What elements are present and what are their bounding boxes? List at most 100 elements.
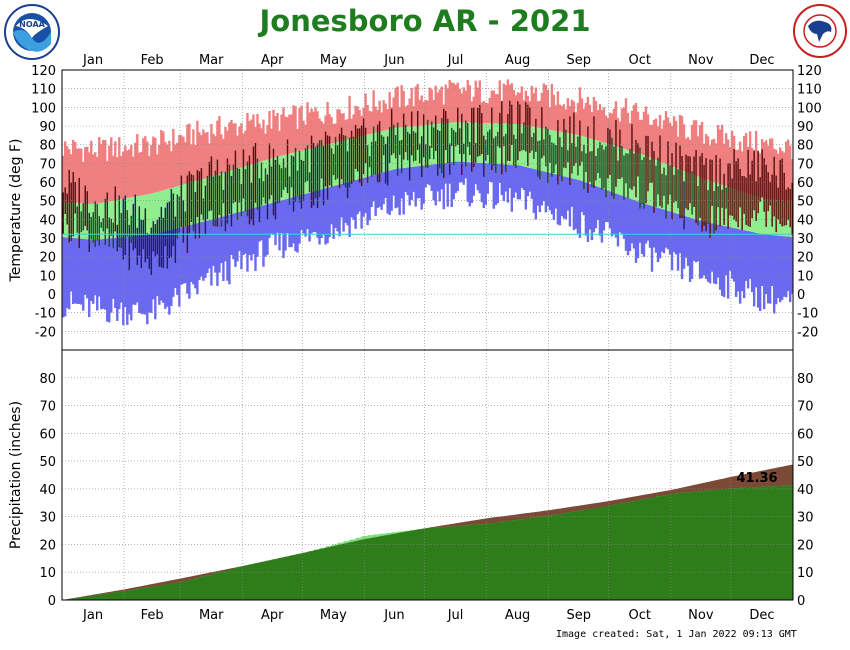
record-high-bar [224,126,227,173]
record-low-bar [268,203,271,238]
record-low-bar [344,182,347,223]
record-low-bar [574,179,578,229]
observed-range-bar [188,171,191,234]
record-high-bar [554,105,558,131]
record-low-bar [588,183,592,230]
observed-range-bar [521,133,523,151]
observed-range-bar [585,153,587,172]
observed-range-bar [531,137,533,151]
record-high-bar [652,119,656,160]
record-high-bar [418,99,421,126]
record-low-bar [692,218,696,261]
observed-range-bar [473,107,475,168]
record-high-bar [402,90,405,128]
record-high-bar [374,106,377,133]
noaa-logo-text: NOAA [19,20,45,29]
observed-range-bar [120,213,123,248]
observed-range-bar [459,128,461,154]
observed-range-bar [549,134,551,163]
normal-range-bar [288,153,291,199]
record-low-bar [346,182,349,226]
month-label-top: Jan [82,53,103,68]
record-high-bar [96,156,99,204]
month-label-bottom: Aug [505,608,530,623]
observed-range-bar [276,156,279,204]
record-low-bar [270,203,273,234]
record-high-bar [300,105,303,151]
record-high-bar [84,147,87,204]
observed-range-bar [428,145,431,160]
record-low-bar [142,235,145,315]
record-low-bar [302,194,305,234]
observed-range-bar [733,149,735,220]
record-low-bar [118,237,121,310]
observed-range-bar [647,136,649,192]
observed-range-bar [781,158,783,227]
record-low-bar [738,229,742,304]
record-high-bar [466,80,469,123]
record-low-bar [206,220,209,274]
observed-range-bar [156,219,159,255]
month-label-top: Nov [688,53,714,68]
record-high-bar [380,112,383,132]
record-high-bar [694,120,698,176]
record-low-bar [702,221,706,276]
observed-range-bar [587,126,589,193]
observed-range-bar [354,124,357,169]
observed-range-bar [665,175,667,219]
record-low-bar [780,235,784,300]
observed-range-bar [368,156,371,168]
record-high-bar [620,108,624,149]
record-low-bar [348,181,351,237]
observed-range-bar [62,192,64,234]
record-low-bar [338,184,341,237]
record-high-bar [604,115,608,144]
month-label-top: Oct [629,53,651,68]
record-high-bar [564,109,568,133]
observed-range-bar [312,142,315,206]
observed-range-bar [725,187,727,209]
record-low-bar [168,230,171,315]
normal-range-bar [758,197,762,234]
record-low-bar [284,199,287,251]
observed-range-bar [150,227,153,275]
record-high-bar [502,83,506,124]
observed-range-bar [775,175,777,233]
observed-range-bar [336,145,339,179]
record-low-bar [706,222,710,282]
observed-range-bar [240,184,243,217]
observed-range-bar [330,148,333,188]
observed-range-bar [449,143,451,175]
observed-range-bar [128,224,131,271]
observed-range-bar [438,130,441,169]
observed-range-bar [745,177,747,225]
observed-range-bar [717,186,719,208]
observed-range-bar [414,132,417,161]
observed-range-bar [424,143,427,168]
record-low-bar [92,239,95,304]
month-label-bottom: Jan [82,608,103,623]
record-high-bar [570,99,574,134]
record-low-bar [634,200,638,263]
record-high-bar [250,119,253,165]
observed-range-bar [314,146,317,199]
precip-ytick-left: 40 [39,483,56,498]
temp-ytick-right: 90 [797,120,814,135]
observed-range-bar [791,182,793,236]
observed-range-bar [320,139,323,179]
precip-ytick-right: 50 [797,455,814,470]
record-high-bar [128,149,131,198]
temp-ytick-right: 30 [797,232,814,247]
observed-range-bar [212,176,215,226]
observed-range-bar [755,181,757,221]
record-low-bar [114,237,117,309]
observed-range-bar [607,128,609,179]
record-low-bar [212,219,215,266]
temp-ytick-right: 60 [797,176,814,191]
record-low-bar [408,167,411,206]
record-low-bar [264,204,267,257]
record-high-bar [546,89,550,130]
observed-range-bar [761,149,763,198]
record-high-bar [530,85,534,127]
record-high-bar [612,108,616,146]
